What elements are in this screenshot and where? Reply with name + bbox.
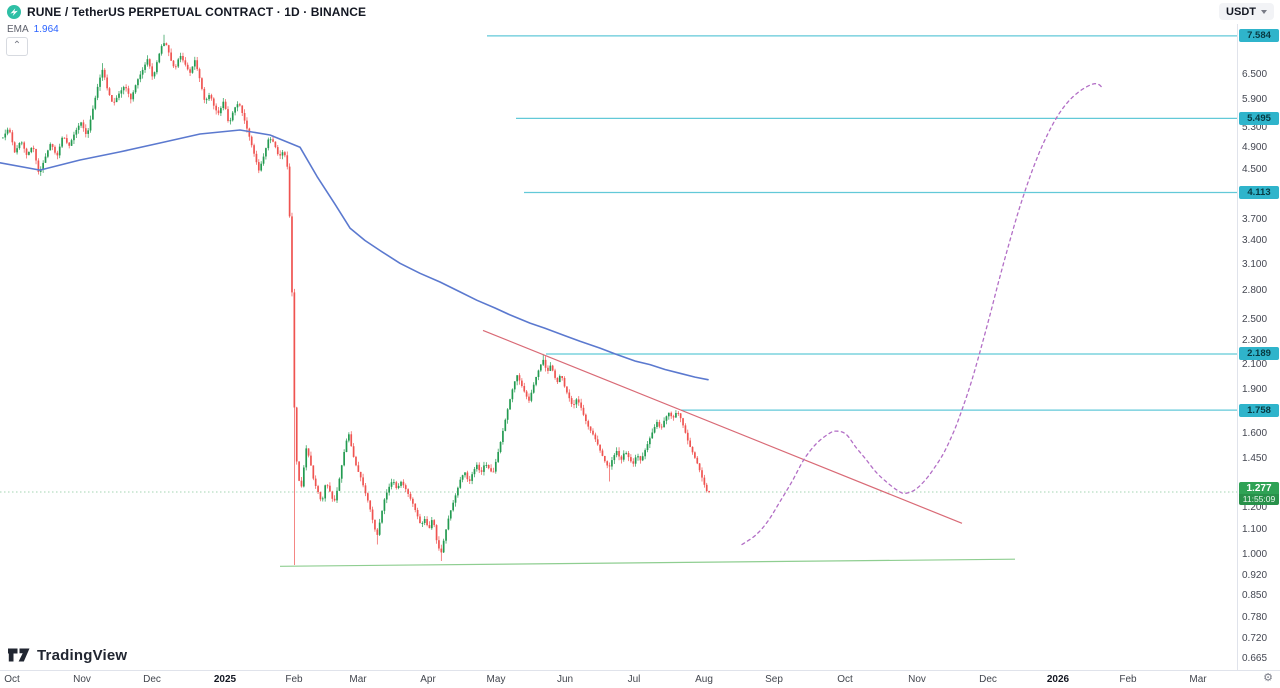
trendline-ascending-support bbox=[279, 558, 1016, 567]
price-tick: 3.100 bbox=[1242, 259, 1268, 270]
price-tick: 2.300 bbox=[1242, 335, 1268, 346]
time-label: Feb bbox=[285, 674, 303, 685]
price-tick: 5.300 bbox=[1242, 122, 1268, 133]
rune-logo-icon bbox=[7, 5, 21, 19]
time-label: Aug bbox=[695, 674, 713, 685]
axis-settings-gear-icon[interactable]: ⚙ bbox=[1263, 672, 1273, 684]
price-level-badge: 7.584 bbox=[1239, 29, 1279, 42]
time-label: Apr bbox=[420, 674, 436, 685]
price-tick: 1.900 bbox=[1242, 384, 1268, 395]
price-tick: 4.900 bbox=[1242, 142, 1268, 153]
price-tick: 0.665 bbox=[1242, 653, 1268, 664]
time-label: Jul bbox=[627, 674, 641, 685]
collapse-indicators-button[interactable]: ⌃ bbox=[6, 37, 28, 56]
price-level-badge: 5.495 bbox=[1239, 112, 1279, 125]
time-label: May bbox=[486, 674, 506, 685]
time-label: Nov bbox=[908, 674, 926, 685]
price-tick: 2.100 bbox=[1242, 359, 1268, 370]
time-label: Oct bbox=[4, 674, 20, 685]
price-level-badge: 1.758 bbox=[1239, 404, 1279, 417]
chevron-down-icon bbox=[1261, 9, 1267, 14]
time-axis[interactable]: Oct Nov Dec 2025 Feb Mar Apr May Jun Jul Aug Sep Oct… bbox=[0, 670, 1280, 688]
price-tick: 0.920 bbox=[1242, 570, 1268, 581]
price-tick: 1.000 bbox=[1242, 549, 1268, 560]
price-tick: 3.700 bbox=[1242, 214, 1268, 225]
time-label: 2025 bbox=[213, 674, 237, 685]
price-tick: 5.900 bbox=[1242, 94, 1268, 105]
price-tick: 0.850 bbox=[1242, 590, 1268, 601]
candlestick-series bbox=[2, 34, 710, 565]
price-level-badge: 2.189 bbox=[1239, 347, 1279, 360]
currency-selector-value: USDT bbox=[1226, 5, 1256, 18]
price-axis[interactable]: 7.584 6.500 5.900 5.495 5.300 4.900 4.500 4.113… bbox=[1237, 24, 1280, 670]
price-level-badge: 4.113 bbox=[1239, 186, 1279, 199]
trendlines[interactable] bbox=[279, 329, 1016, 567]
price-tick: 0.720 bbox=[1242, 633, 1268, 644]
price-tick: 2.800 bbox=[1242, 285, 1268, 296]
time-label: Dec bbox=[979, 674, 997, 685]
price-projection-path[interactable] bbox=[741, 83, 1103, 546]
time-label: Feb bbox=[1119, 674, 1137, 685]
price-tick: 0.780 bbox=[1242, 612, 1268, 623]
bar-close-countdown: 11:55:09 bbox=[1239, 494, 1279, 505]
time-label: Nov bbox=[73, 674, 91, 685]
time-label: Mar bbox=[1189, 674, 1207, 685]
trendline-descending-resistance bbox=[482, 329, 963, 524]
price-tick: 1.450 bbox=[1242, 453, 1268, 464]
price-tick: 1.200 bbox=[1242, 502, 1268, 513]
price-tick: 3.400 bbox=[1242, 235, 1268, 246]
ema-line bbox=[0, 129, 709, 381]
ema-indicator-value: 1.964 bbox=[33, 24, 59, 35]
current-price-value: 1.277 bbox=[1239, 482, 1279, 494]
time-label: Mar bbox=[349, 674, 367, 685]
tradingview-watermark-text: TradingView bbox=[37, 646, 128, 664]
price-tick: 1.600 bbox=[1242, 428, 1268, 439]
ema-indicator-label[interactable]: EMA bbox=[7, 24, 29, 35]
key-level-lines bbox=[487, 35, 1237, 411]
price-tick: 6.500 bbox=[1242, 69, 1268, 80]
chart-legend: RUNE / TetherUS PERPETUAL CONTRACT · 1D … bbox=[0, 0, 366, 35]
time-label: Sep bbox=[765, 674, 783, 685]
time-label: 2026 bbox=[1046, 674, 1070, 685]
currency-selector-button[interactable]: USDT bbox=[1219, 3, 1274, 20]
price-tick: 1.100 bbox=[1242, 524, 1268, 535]
price-tick: 4.500 bbox=[1242, 164, 1268, 175]
symbol-title[interactable]: RUNE / TetherUS PERPETUAL CONTRACT · 1D … bbox=[27, 5, 367, 19]
price-tick: 2.500 bbox=[1242, 314, 1268, 325]
current-price-badge: 1.277 11:55:09 bbox=[1239, 482, 1279, 505]
time-label: Dec bbox=[143, 674, 161, 685]
time-label: Jun bbox=[556, 674, 574, 685]
time-label: Oct bbox=[837, 674, 853, 685]
tradingview-watermark[interactable]: TradingView bbox=[8, 646, 127, 664]
tradingview-logo-icon bbox=[8, 648, 30, 662]
